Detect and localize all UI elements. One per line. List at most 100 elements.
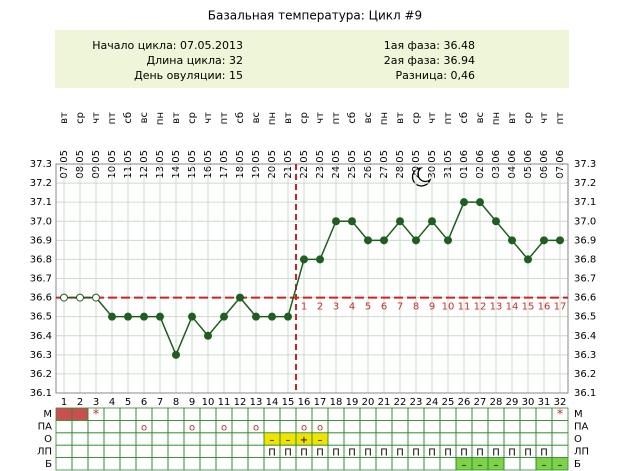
y-tick-label: 36.6 — [30, 293, 52, 304]
cell-fill — [456, 457, 472, 470]
cell-mark: П — [444, 447, 452, 458]
weekday-label: сб — [123, 112, 134, 124]
temperature-point — [172, 350, 180, 359]
y-tick-label: 36.8 — [574, 254, 596, 265]
cell — [103, 419, 121, 434]
cell — [455, 432, 473, 446]
cell-fill — [56, 408, 72, 421]
weekday-label: вс — [251, 112, 262, 123]
temperature-point — [412, 236, 420, 245]
cell — [151, 432, 169, 446]
y-tick-label: 36.9 — [30, 235, 52, 246]
cell — [407, 432, 425, 446]
weekday-label: пт — [331, 112, 342, 125]
temperature-point — [76, 293, 84, 302]
weekday-label: пн — [155, 112, 166, 125]
y-tick-label: 36.3 — [574, 350, 596, 361]
x-tick-label: 30 — [522, 397, 535, 408]
cell — [551, 457, 569, 471]
phase-day-label: 15 — [522, 302, 535, 313]
phase-day-label: 11 — [458, 302, 471, 313]
row-label: ПА — [574, 422, 589, 433]
cell — [327, 419, 345, 434]
cell — [503, 407, 521, 421]
cell — [551, 432, 569, 446]
temperature-point — [348, 217, 356, 226]
cell-fill — [536, 457, 552, 470]
cell — [471, 407, 489, 421]
weekday-label: ср — [75, 112, 86, 124]
cell — [375, 407, 393, 421]
x-tick-label: 19 — [346, 397, 359, 408]
cell — [279, 407, 297, 421]
phase-day-label: 6 — [381, 302, 387, 313]
cell-mark: o — [221, 423, 227, 434]
x-tick-label: 7 — [157, 397, 163, 408]
cell — [199, 457, 217, 471]
temperature-point — [380, 236, 388, 245]
cell — [103, 444, 121, 459]
weekday-label: пн — [267, 112, 278, 125]
temperature-point — [300, 255, 308, 264]
cell — [135, 432, 153, 446]
cell — [199, 407, 217, 421]
cell — [231, 419, 249, 434]
phase-day-label: 12 — [474, 302, 487, 313]
phase-day-label: 1 — [301, 302, 307, 313]
cell-mark: o — [189, 423, 195, 434]
cell — [167, 444, 185, 459]
x-tick-label: 29 — [506, 397, 519, 408]
cell — [311, 407, 329, 421]
x-tick-label: 1 — [61, 397, 67, 408]
row-label: О — [44, 434, 52, 445]
weekday-label: пт — [107, 112, 118, 125]
cell — [295, 457, 313, 471]
x-tick-label: 9 — [189, 397, 195, 408]
info-text: Начало цикла: 07.05.2013 — [92, 39, 243, 52]
cell — [55, 432, 73, 446]
x-tick-label: 21 — [378, 397, 391, 408]
cell-mark: – — [558, 460, 563, 471]
weekday-label: вс — [139, 112, 150, 123]
cell — [103, 457, 121, 471]
cell-mark: * — [93, 408, 100, 423]
temperature-point — [268, 312, 276, 321]
cell-mark: П — [476, 447, 484, 458]
row-label: М — [574, 409, 583, 420]
y-tick-label: 37.0 — [574, 216, 596, 227]
temperature-point — [204, 331, 212, 340]
cell — [151, 407, 169, 421]
phase-day-label: 13 — [490, 302, 503, 313]
temperature-point — [92, 293, 100, 302]
cell — [55, 444, 73, 459]
cell — [455, 419, 473, 434]
cell — [311, 457, 329, 471]
cell — [71, 444, 89, 459]
cell — [279, 457, 297, 471]
y-tick-label: 36.7 — [30, 274, 52, 285]
cell — [503, 432, 521, 446]
cell — [103, 432, 121, 446]
cell — [391, 419, 409, 434]
y-tick-label: 36.2 — [574, 369, 596, 380]
cell — [231, 407, 249, 421]
weekday-label: пт — [555, 112, 566, 125]
temperature-point — [540, 236, 548, 245]
cell — [391, 432, 409, 446]
phase-day-label: 3 — [333, 302, 339, 313]
weekday-label: ср — [523, 112, 534, 124]
weekday-label: вт — [283, 112, 294, 124]
cell — [199, 419, 217, 434]
info-text: 2ая фаза: 36.94 — [384, 54, 475, 67]
temperature-point — [124, 312, 132, 321]
cell — [247, 407, 265, 421]
cell — [231, 432, 249, 446]
x-tick-label: 5 — [125, 397, 131, 408]
y-tick-label: 37.1 — [574, 197, 596, 208]
cell — [423, 432, 441, 446]
y-tick-label: 36.7 — [574, 274, 596, 285]
cell — [359, 432, 377, 446]
phase-day-label: 2 — [317, 302, 323, 313]
weekday-label: вт — [171, 112, 182, 124]
x-tick-label: 27 — [474, 397, 487, 408]
